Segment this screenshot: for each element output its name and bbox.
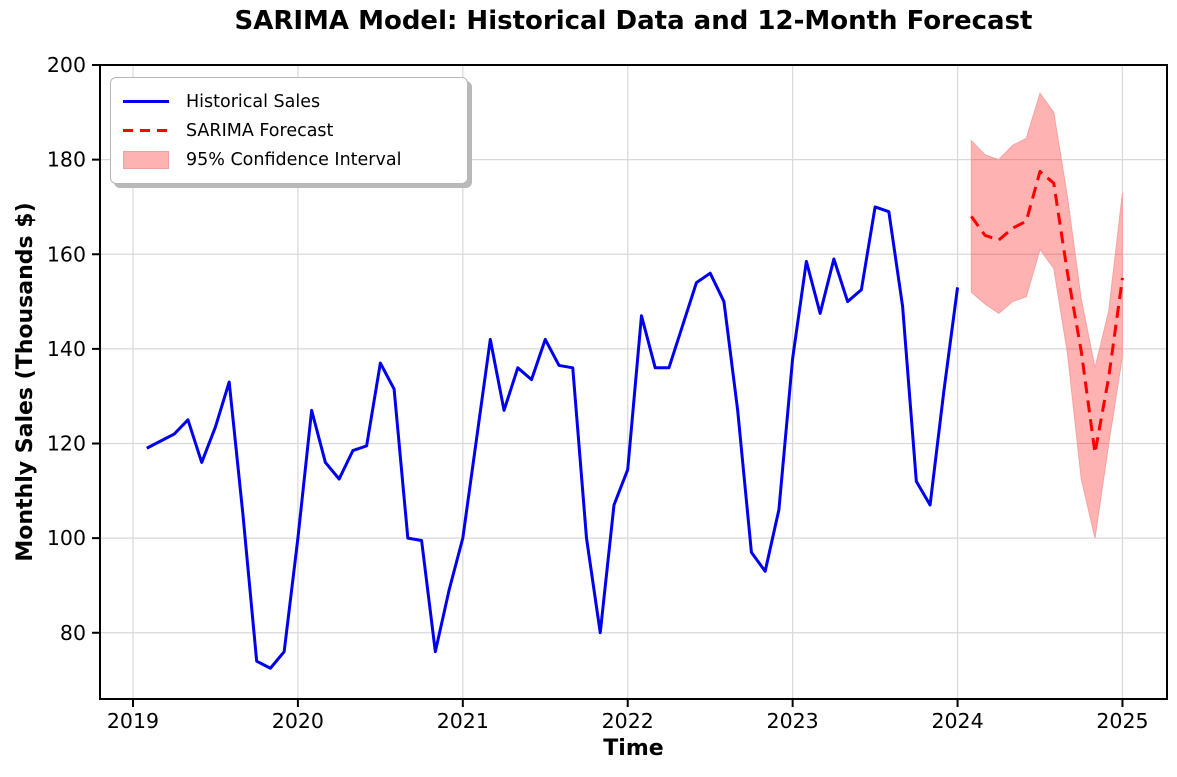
svg-text:2020: 2020 bbox=[272, 709, 324, 733]
legend-item-historical: Historical Sales bbox=[123, 87, 453, 116]
svg-text:2023: 2023 bbox=[767, 709, 819, 733]
legend-item-forecast: SARIMA Forecast bbox=[123, 116, 453, 145]
legend: Historical Sales SARIMA Forecast 95% Con… bbox=[110, 77, 468, 184]
svg-text:180: 180 bbox=[47, 148, 86, 172]
y-axis-label: Monthly Sales (Thousands $) bbox=[13, 202, 38, 562]
svg-text:2022: 2022 bbox=[602, 709, 654, 733]
svg-text:160: 160 bbox=[47, 242, 86, 266]
svg-text:80: 80 bbox=[60, 621, 86, 645]
svg-text:140: 140 bbox=[47, 337, 86, 361]
historical-line-icon bbox=[123, 100, 169, 103]
forecast-dashed-line-icon bbox=[123, 129, 169, 132]
ci-patch-icon bbox=[123, 150, 169, 169]
svg-text:2024: 2024 bbox=[931, 709, 983, 733]
legend-label: SARIMA Forecast bbox=[186, 120, 334, 141]
svg-text:2025: 2025 bbox=[1096, 709, 1148, 733]
svg-text:2019: 2019 bbox=[107, 709, 159, 733]
legend-item-ci: 95% Confidence Interval bbox=[123, 145, 453, 174]
legend-label: 95% Confidence Interval bbox=[186, 149, 402, 170]
legend-label: Historical Sales bbox=[186, 91, 321, 112]
chart-title: SARIMA Model: Historical Data and 12-Mon… bbox=[234, 6, 1033, 36]
svg-text:100: 100 bbox=[47, 526, 86, 550]
svg-text:2021: 2021 bbox=[437, 709, 489, 733]
svg-text:200: 200 bbox=[47, 53, 86, 77]
x-axis-label: Time bbox=[603, 736, 664, 761]
svg-text:120: 120 bbox=[47, 432, 86, 456]
